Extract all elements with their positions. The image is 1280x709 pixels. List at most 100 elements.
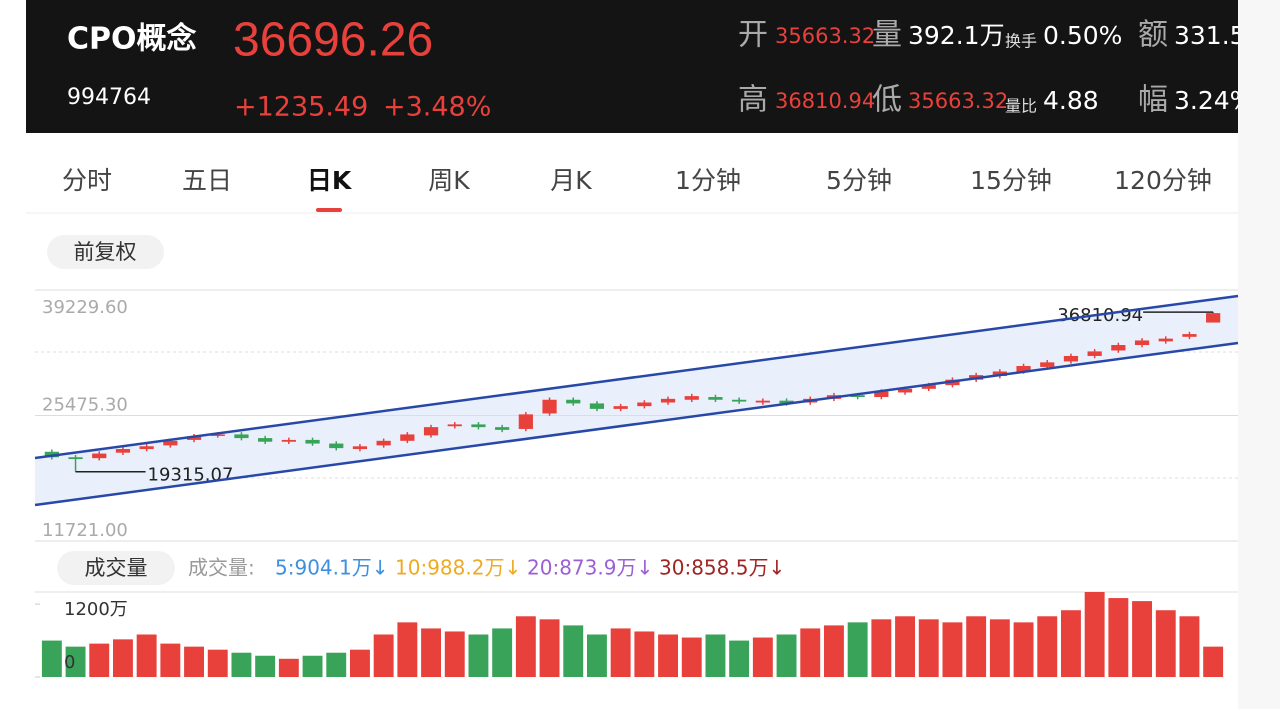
candle-body xyxy=(684,396,699,400)
volume-bar xyxy=(1132,601,1153,677)
candle-body xyxy=(1158,338,1173,342)
volume-bar xyxy=(563,625,584,677)
candle-body xyxy=(1063,355,1079,362)
tab[interactable]: 日K xyxy=(307,166,353,195)
volume-bar xyxy=(989,619,1010,677)
tab[interactable]: 15分钟 xyxy=(970,166,1052,195)
candle-body xyxy=(471,424,486,428)
channel-upper xyxy=(34,294,1239,460)
stat-label: 量比 xyxy=(1005,97,1037,116)
volume-bar xyxy=(1108,598,1129,677)
tab[interactable]: 5分钟 xyxy=(826,166,892,195)
candle-body xyxy=(589,403,605,409)
candle-body xyxy=(139,446,154,450)
volume-bar xyxy=(1179,616,1200,677)
tab[interactable]: 周K xyxy=(428,166,470,195)
candle-body xyxy=(281,439,296,442)
volume-legend-item: 5:904.1万↓ xyxy=(275,556,388,580)
channel-lower xyxy=(34,341,1239,507)
stock-name: CPO概念 xyxy=(67,22,197,57)
candle-body xyxy=(447,424,462,427)
volume-bar xyxy=(847,622,868,677)
candle-body xyxy=(637,402,652,407)
candle-body xyxy=(400,434,415,441)
candle-body xyxy=(992,371,1007,377)
candle-body xyxy=(613,406,628,409)
stat-label: 高 xyxy=(738,83,768,118)
header-bg xyxy=(26,0,1238,133)
candle-body xyxy=(210,434,225,436)
candle-body xyxy=(755,400,770,403)
volume-bar xyxy=(658,634,679,677)
volume-bar xyxy=(373,634,394,677)
volume-bar xyxy=(231,652,252,677)
volume-legend: 5:904.1万↓ 10:988.2万↓ 20:873.9万↓ 30:858.5万↓ xyxy=(275,556,785,580)
volume-bar xyxy=(634,631,655,677)
annotation-label: 19315.07 xyxy=(148,465,234,486)
volume-bar xyxy=(160,643,181,677)
volume-bar xyxy=(326,652,347,677)
adjust-button[interactable]: 前复权 xyxy=(74,240,137,264)
volume-bar xyxy=(1013,622,1034,677)
volume-bar xyxy=(184,646,205,677)
volume-bar xyxy=(705,634,726,677)
volume-bar xyxy=(1060,610,1081,677)
volume-bar xyxy=(41,640,62,677)
volume-bar xyxy=(1084,592,1105,677)
candle-body xyxy=(708,397,723,400)
candle-body xyxy=(1206,313,1221,323)
volume-bar xyxy=(1203,646,1224,677)
volume-bar xyxy=(729,640,750,677)
tab[interactable]: 月K xyxy=(550,166,592,195)
side-strip xyxy=(1238,0,1280,709)
stat-value: 35663.32 xyxy=(908,89,1008,113)
stat-value: 392.1万 xyxy=(908,21,1005,50)
volume-bar xyxy=(207,649,228,677)
candle-body xyxy=(1040,362,1055,367)
candle-body xyxy=(423,427,439,436)
volume-bar xyxy=(681,637,702,677)
candle-body xyxy=(779,400,794,404)
stat-label: 换手 xyxy=(1005,32,1037,51)
volume-legend-item: 10:988.2万↓ xyxy=(395,556,521,580)
candle-body xyxy=(1182,334,1197,337)
candle-body xyxy=(542,399,557,414)
volume-bar xyxy=(823,625,844,677)
volume-legend-item: 20:873.9万↓ xyxy=(527,556,653,580)
stat-value: 331.5 xyxy=(1174,21,1246,50)
volume-bar xyxy=(444,631,465,677)
volume-bar xyxy=(397,622,418,677)
candle-body xyxy=(1111,345,1126,351)
stat-value: 3.24% xyxy=(1174,86,1253,115)
candle-body xyxy=(234,434,249,439)
stat-label: 开 xyxy=(738,18,768,53)
volume-bar xyxy=(136,634,157,677)
change-pct: +3.48% xyxy=(383,92,491,123)
tab[interactable]: 五日 xyxy=(182,166,232,195)
volume-bar xyxy=(895,616,916,677)
volume-button[interactable]: 成交量 xyxy=(85,556,148,580)
y-tick-label: 25475.30 xyxy=(42,395,128,416)
tab[interactable]: 120分钟 xyxy=(1114,166,1212,195)
adjust-pill[interactable] xyxy=(47,235,164,269)
volume-bar xyxy=(112,639,133,677)
tab[interactable]: 1分钟 xyxy=(675,166,741,195)
candle-body xyxy=(376,440,391,446)
volume-bar xyxy=(515,616,536,677)
candle-body xyxy=(566,399,581,404)
candle-body xyxy=(1134,340,1150,346)
channel-fill xyxy=(35,296,1238,505)
tab[interactable]: 分时 xyxy=(62,166,112,195)
candle-body xyxy=(921,385,936,389)
y-tick-label: 39229.60 xyxy=(42,297,128,318)
candle-body xyxy=(115,449,131,453)
volume-bar xyxy=(871,619,892,677)
tab-underline xyxy=(316,208,342,212)
volume-pill[interactable] xyxy=(57,551,175,585)
volume-bar xyxy=(65,646,86,677)
candle-body xyxy=(897,388,913,393)
candle-body xyxy=(92,453,107,459)
stat-value: 4.88 xyxy=(1043,86,1099,115)
